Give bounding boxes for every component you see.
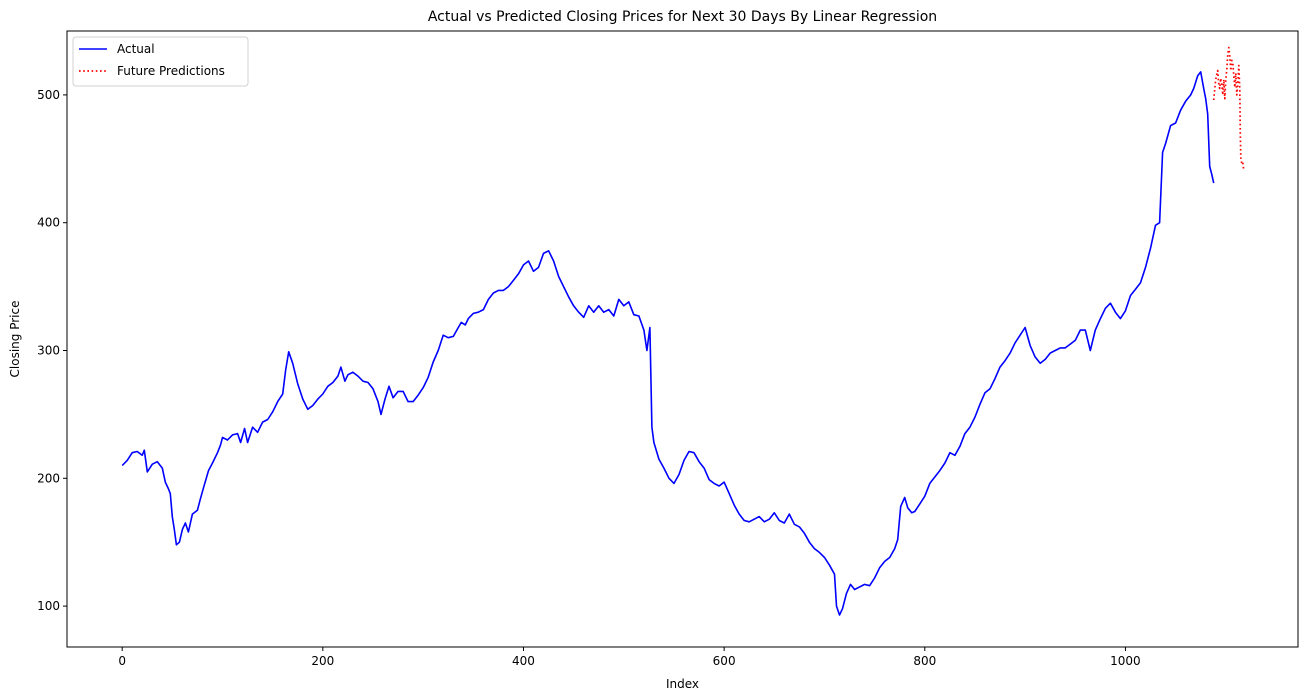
y-tick-label: 500	[37, 88, 60, 102]
legend-label: Future Predictions	[117, 64, 225, 78]
series-layer	[121, 46, 1245, 616]
x-tick-label: 0	[118, 654, 126, 668]
y-tick-label: 300	[37, 344, 60, 358]
x-tick-label: 800	[913, 654, 936, 668]
legend: Actual Future Predictions	[72, 36, 249, 87]
series-line-future-predictions	[1212, 46, 1245, 171]
chart-title: Actual vs Predicted Closing Prices for N…	[428, 9, 937, 25]
y-tick-label: 200	[37, 471, 60, 485]
x-tick-label: 600	[713, 654, 736, 668]
x-tick-label: 1000	[1110, 654, 1141, 668]
y-tick-label: 400	[37, 216, 60, 230]
plot-frame	[66, 30, 1299, 648]
y-axis-label: Closing Price	[8, 301, 22, 378]
legend-label: Actual	[117, 42, 155, 56]
series-line-actual	[121, 71, 1215, 616]
legend-box	[72, 36, 249, 87]
x-tick-label: 200	[311, 654, 334, 668]
y-tick-label: 100	[37, 599, 60, 613]
ticks-layer: 0 200 400 600 800 1000 100 200 300 400 500	[37, 88, 1141, 668]
x-tick-label: 400	[512, 654, 535, 668]
x-axis-label: Index	[666, 677, 699, 691]
